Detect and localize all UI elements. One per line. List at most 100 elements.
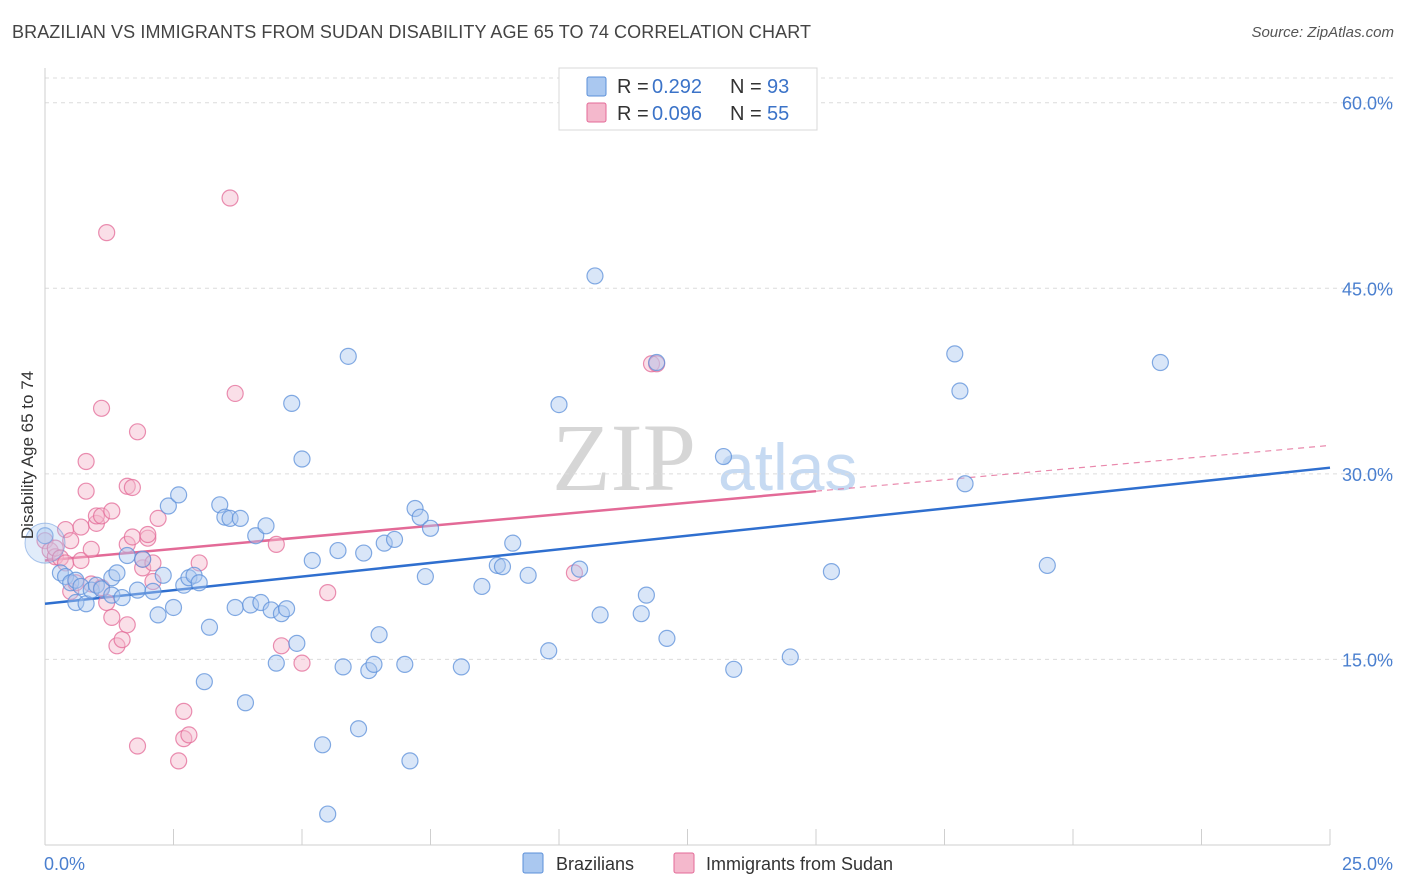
- point-brazilians: [313, 736, 332, 754]
- point-brazilians: [570, 560, 589, 578]
- point-brazilians: [375, 534, 393, 552]
- point-sudan: [175, 702, 193, 720]
- point-brazilians: [493, 558, 512, 576]
- point-brazilians: [349, 720, 368, 738]
- bottom-legend-label-sudan: Immigrants from Sudan: [706, 854, 893, 874]
- point-sudan: [62, 532, 80, 550]
- point-brazilians: [200, 618, 219, 636]
- trend-line-sudan: [44, 489, 817, 562]
- axes: 0.0% 25.0%: [44, 68, 1393, 874]
- point-brazilians: [550, 395, 568, 414]
- point-brazilians: [329, 541, 347, 560]
- point-sudan: [267, 535, 285, 553]
- legend-box: R = 0.292 N = 93 R = 0.096 N = 55: [558, 67, 818, 131]
- bottom-legend: Brazilians Immigrants from Sudan: [522, 852, 893, 874]
- legend-swatch-brazilians: [586, 76, 607, 97]
- point-brazilians: [36, 527, 54, 545]
- point-sudan: [103, 608, 121, 626]
- point-brazilians: [236, 694, 255, 712]
- x-tick-label-max: 25.0%: [1342, 854, 1393, 874]
- point-brazilians: [195, 673, 213, 691]
- point-sudan: [293, 654, 311, 672]
- point-brazilians: [504, 534, 522, 552]
- point-brazilians-large: [24, 522, 66, 564]
- legend-n-label-1: N =: [730, 76, 762, 98]
- bottom-legend-label-brazilians: Brazilians: [556, 854, 634, 874]
- point-sudan: [123, 528, 141, 546]
- point-brazilians: [283, 394, 301, 412]
- point-sudan: [134, 559, 152, 577]
- point-brazilians: [586, 267, 604, 285]
- point-brazilians: [149, 606, 167, 624]
- point-sudan: [149, 509, 167, 528]
- point-brazilians: [956, 475, 974, 493]
- point-brazilians: [591, 606, 609, 624]
- point-brazilians: [370, 626, 388, 644]
- point-brazilians: [339, 347, 357, 365]
- point-brazilians: [540, 642, 558, 660]
- point-brazilians: [154, 566, 172, 584]
- point-brazilians: [277, 600, 296, 618]
- point-sudan: [128, 737, 147, 755]
- point-brazilians: [401, 752, 419, 770]
- point-brazilians: [92, 580, 111, 598]
- chart-title: BRAZILIAN VS IMMIGRANTS FROM SUDAN DISAB…: [12, 22, 812, 42]
- legend-swatch-sudan: [586, 102, 607, 123]
- point-brazilians: [267, 654, 285, 672]
- point-sudan: [139, 529, 157, 547]
- point-brazilians: [108, 564, 126, 582]
- y-tick-label: 60.0%: [1342, 94, 1393, 114]
- point-sudan: [170, 752, 188, 770]
- point-brazilians: [421, 519, 440, 537]
- point-brazilians: [247, 527, 265, 545]
- point-brazilians: [385, 530, 404, 549]
- point-brazilians: [714, 447, 733, 466]
- point-brazilians: [365, 655, 383, 673]
- point-brazilians: [103, 586, 121, 604]
- point-sudan: [113, 631, 131, 649]
- point-sudan: [92, 399, 111, 417]
- trend-lines: [44, 444, 1331, 606]
- point-brazilians: [144, 582, 162, 600]
- point-brazilians: [231, 509, 249, 528]
- point-brazilians: [128, 581, 147, 599]
- point-brazilians: [473, 577, 491, 596]
- point-brazilians: [159, 497, 177, 515]
- watermark-atlas: atlas: [718, 430, 857, 504]
- point-sudan: [144, 554, 162, 572]
- point-sudan: [319, 584, 337, 602]
- point-brazilians: [637, 586, 655, 604]
- point-brazilians: [781, 648, 799, 666]
- point-brazilians: [1151, 353, 1169, 372]
- point-brazilians: [946, 345, 964, 363]
- legend-n-value-1: 93: [767, 76, 789, 98]
- legend-n-value-2: 55: [767, 103, 789, 125]
- point-sudan: [98, 224, 116, 242]
- point-brazilians: [334, 658, 352, 676]
- point-sudan: [180, 726, 198, 744]
- point-sudan: [226, 384, 244, 403]
- point-sudan: [77, 452, 95, 471]
- y-axis-title: Disability Age 65 to 74: [18, 371, 37, 539]
- point-brazilians: [164, 598, 183, 617]
- point-sudan: [123, 478, 141, 497]
- legend-r-value-1: 0.292: [652, 76, 702, 98]
- point-brazilians: [190, 574, 208, 592]
- watermark-zip: ZIP: [552, 404, 696, 511]
- point-brazilians: [648, 353, 666, 372]
- point-brazilians: [416, 567, 434, 586]
- point-sudan: [139, 525, 157, 544]
- point-brazilians: [519, 566, 537, 584]
- point-brazilians: [113, 588, 131, 607]
- point-brazilians: [396, 655, 414, 673]
- point-sudan: [144, 572, 162, 591]
- legend-r-label-1: R =: [617, 76, 649, 98]
- x-tick-label-min: 0.0%: [44, 854, 85, 874]
- point-brazilians: [319, 805, 337, 823]
- bottom-legend-swatch-sudan: [673, 852, 695, 874]
- point-brazilians: [293, 450, 311, 468]
- scatter-points: [24, 189, 1169, 823]
- y-tick-label: 45.0%: [1342, 279, 1393, 299]
- legend-n-label-2: N =: [730, 103, 762, 125]
